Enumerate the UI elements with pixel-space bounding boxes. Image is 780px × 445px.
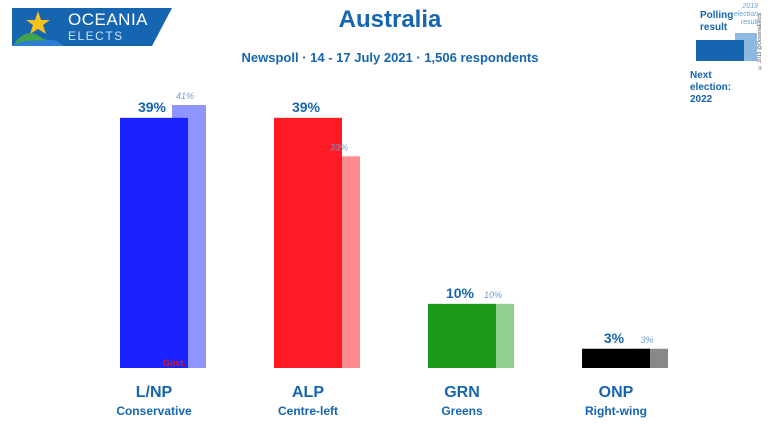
oceania-elects-logo: OCEANIA ELECTS bbox=[12, 8, 172, 46]
prev-value-label-alp: 33% bbox=[330, 142, 348, 152]
chart-title: Australia bbox=[338, 6, 442, 33]
star-icon bbox=[26, 11, 50, 34]
category-label-lnp: L/NP bbox=[136, 384, 173, 401]
logo-banner bbox=[12, 8, 172, 46]
prev-value-label-onp: 3% bbox=[640, 335, 653, 345]
bar-poll-onp bbox=[582, 348, 650, 368]
category-description-grn: Greens bbox=[441, 404, 483, 418]
value-label-alp: 39% bbox=[292, 99, 321, 115]
bar-poll-lnp bbox=[120, 117, 188, 368]
legend-prev-label: 2019 election result bbox=[733, 3, 758, 26]
brand-name: OCEANIA bbox=[68, 10, 149, 29]
category-description-alp: Centre-left bbox=[278, 404, 338, 418]
category-label-grn: GRN bbox=[444, 384, 480, 401]
prev-value-label-lnp: 41% bbox=[176, 91, 194, 101]
category-label-alp: ALP bbox=[292, 384, 324, 401]
prev-value-label-grn: 10% bbox=[484, 290, 502, 300]
value-label-grn: 10% bbox=[446, 285, 475, 301]
value-label-onp: 3% bbox=[604, 330, 625, 346]
chart-subtitle: Newspoll · 14 - 17 July 2021 · 1,506 res… bbox=[241, 50, 539, 65]
government-label: Govt. bbox=[163, 358, 187, 368]
category-description-onp: Right-wing bbox=[585, 404, 647, 418]
brand-subname: ELECTS bbox=[68, 29, 124, 43]
category-label-onp: ONP bbox=[599, 384, 634, 401]
legend-polling-label: Polling result bbox=[700, 10, 734, 33]
next-election-label: Next election: 2022 bbox=[690, 70, 732, 105]
value-label-lnp: 39% bbox=[138, 99, 167, 115]
category-description-lnp: Conservative bbox=[116, 404, 192, 418]
legend-polling-swatch bbox=[696, 40, 744, 61]
bar-poll-grn bbox=[428, 303, 496, 368]
bar-poll-alp bbox=[274, 117, 342, 368]
